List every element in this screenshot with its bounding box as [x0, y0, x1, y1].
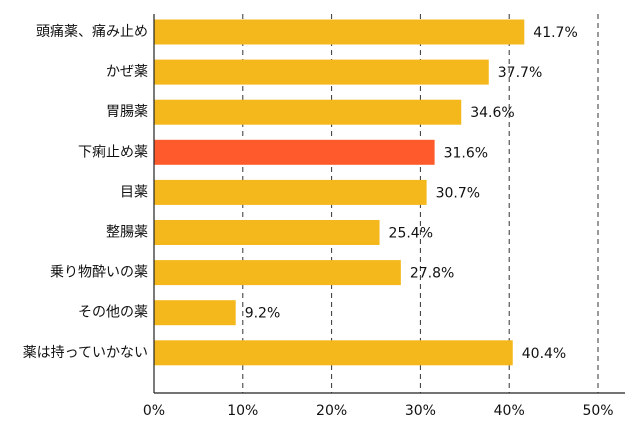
- value-label-0: 41.7%: [533, 25, 577, 41]
- bar-2: [154, 99, 462, 125]
- bar-3: [154, 139, 435, 165]
- bar-5: [154, 220, 380, 245]
- value-label-4: 30.7%: [436, 185, 480, 201]
- value-label-5: 25.4%: [389, 226, 433, 242]
- category-label-7: その他の薬: [78, 305, 148, 321]
- category-label-6: 乗り物酔いの薬: [50, 265, 148, 281]
- category-label-1: かぜ薬: [106, 64, 148, 80]
- category-label-3: 下痢止め薬: [78, 144, 148, 160]
- value-label-6: 27.8%: [410, 266, 454, 282]
- value-label-1: 37.7%: [498, 65, 542, 81]
- x-tick-label-0: 0%: [143, 403, 165, 419]
- category-label-5: 整腸薬: [106, 225, 148, 241]
- category-label-8: 薬は持っていかない: [23, 345, 148, 361]
- value-label-7: 9.2%: [245, 306, 281, 322]
- x-tick-label-5: 50%: [582, 403, 613, 419]
- bar-6: [154, 260, 401, 286]
- value-label-8: 40.4%: [522, 346, 566, 362]
- bar-0: [154, 19, 525, 45]
- value-label-2: 34.6%: [470, 105, 514, 121]
- x-tick-label-2: 20%: [316, 403, 347, 419]
- x-tick-label-3: 30%: [405, 403, 436, 419]
- x-tick-label-4: 40%: [494, 403, 525, 419]
- bar-4: [154, 179, 427, 205]
- bar-7: [154, 300, 236, 326]
- category-label-4: 目薬: [120, 184, 148, 200]
- bar-8: [154, 340, 513, 366]
- category-label-2: 胃腸薬: [106, 104, 148, 120]
- x-tick-label-1: 10%: [227, 403, 258, 419]
- bar-1: [154, 59, 489, 85]
- value-label-3: 31.6%: [444, 145, 488, 161]
- category-label-0: 頭痛薬、痛み止め: [36, 23, 148, 40]
